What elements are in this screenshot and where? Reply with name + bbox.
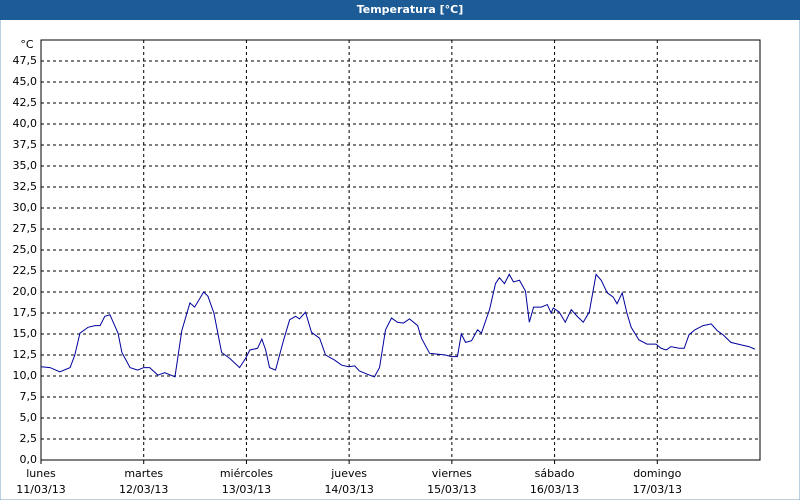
y-tick-label: 0,0	[20, 453, 38, 466]
y-tick-label: 10,0	[13, 369, 38, 382]
x-tick-label-line: jueves	[330, 467, 367, 480]
y-tick-label: 20,0	[13, 285, 38, 298]
x-tick-label-line: miércoles	[220, 467, 273, 480]
y-tick-label: 40,0	[13, 117, 38, 130]
y-tick-label: 2,5	[20, 432, 38, 445]
y-tick-label: 27,5	[13, 222, 38, 235]
x-tick-label: martes 12/03/13	[119, 467, 168, 496]
y-tick-label: 30,0	[13, 201, 38, 214]
y-tick-label: 15,0	[13, 327, 38, 340]
x-tick-label-line: viernes	[432, 467, 472, 480]
y-tick-label: 22,5	[13, 264, 38, 277]
y-tick-label: 12,5	[13, 348, 38, 361]
x-tick-label: lunes 11/03/13	[16, 467, 65, 496]
x-tick-label-line: 17/03/13	[633, 483, 682, 496]
x-tick-label-line: 15/03/13	[427, 483, 476, 496]
x-tick-label-line: 16/03/13	[530, 483, 579, 496]
y-tick-label: 32,5	[13, 180, 38, 193]
x-tick-label: sábado 16/03/13	[530, 467, 579, 496]
x-tick-label: domingo 17/03/13	[633, 467, 682, 496]
x-tick-label: miércoles 13/03/13	[220, 467, 273, 496]
y-tick-label: 37,5	[13, 138, 38, 151]
x-tick-label-line: 14/03/13	[324, 483, 373, 496]
x-tick-label-line: sábado	[535, 467, 575, 480]
y-tick-label: 17,5	[13, 306, 38, 319]
y-tick-label: 25,0	[13, 243, 38, 256]
x-tick-label-line: martes	[124, 467, 163, 480]
x-tick-label-line: domingo	[633, 467, 681, 480]
title-bar	[0, 0, 800, 20]
y-tick-label: 45,0	[13, 75, 38, 88]
y-tick-label: 42,5	[13, 96, 38, 109]
chart-title: Temperatura [°C]	[357, 3, 464, 16]
data-line	[40, 273, 756, 378]
y-tick-label: 5,0	[20, 411, 38, 424]
x-tick-label: jueves 14/03/13	[324, 467, 373, 496]
x-tick-label-line: 11/03/13	[16, 483, 65, 496]
x-tick-label-line: lunes	[26, 467, 56, 480]
y-unit-label: °C	[20, 38, 34, 51]
y-tick-label: 7,5	[20, 390, 38, 403]
x-tick-label-line: 12/03/13	[119, 483, 168, 496]
y-tick-label: 35,0	[13, 159, 38, 172]
x-tick-label-line: 13/03/13	[222, 483, 271, 496]
x-tick-label: viernes 15/03/13	[427, 467, 476, 496]
y-tick-label: 47,5	[13, 54, 38, 67]
